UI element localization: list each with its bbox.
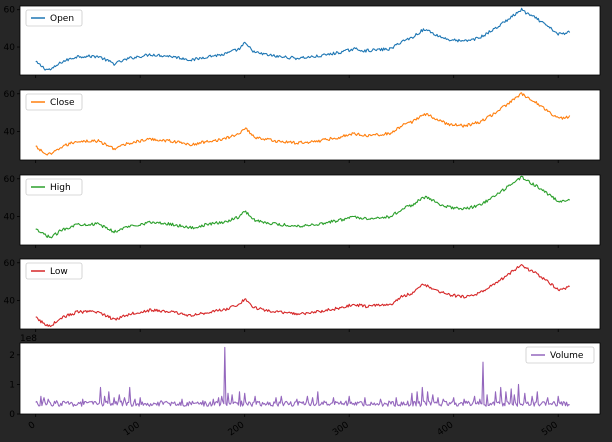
volume-legend-box [525,346,595,364]
high-axes-background [20,175,600,245]
open-axes-background [20,6,600,75]
open-series-line [35,7,571,71]
low-legend-box [25,262,83,280]
close-ytick-label: 40 [4,128,16,138]
high-axes-frame [19,174,601,246]
low-axes-background [20,259,600,329]
close-legend-box [25,93,83,111]
xtick-label: 500 [540,420,560,438]
low-series-line [35,264,570,328]
open-legend-box [25,9,83,27]
low-ytick-label: 40 [4,297,16,307]
low-ytick-label: 60 [4,259,16,269]
open-ytick-label: 40 [4,43,16,53]
xtick-label: 300 [331,420,351,438]
volume-series-line [35,346,570,407]
high-ytick-label: 60 [4,175,16,185]
volume-ytick-label: 2 [9,351,15,361]
high-ytick-label: 40 [4,213,16,223]
volume-legend-label: Volume [550,351,584,361]
high-series-line [35,175,570,239]
volume-ytick-label: 0 [9,410,15,420]
xtick-label: 0 [27,420,38,432]
close-series-line [35,92,571,156]
low-axes-frame [19,258,601,330]
high-legend-label: High [50,183,71,193]
xtick-label: 200 [227,420,247,438]
volume-offset-label: 1e8 [20,334,37,344]
high-legend-box [25,178,83,196]
low-legend-label: Low [50,267,68,277]
xtick-label: 100 [122,420,142,438]
close-ytick-label: 60 [4,90,16,100]
close-axes-background [20,90,600,160]
close-legend-label: Close [50,98,75,108]
volume-axes-frame [19,342,601,415]
open-axes-frame [19,5,601,76]
open-legend-label: Open [50,14,74,24]
volume-ytick-label: 1 [9,380,15,390]
close-axes-frame [19,89,601,161]
xtick-label: 400 [436,420,456,438]
open-ytick-label: 60 [4,6,16,16]
